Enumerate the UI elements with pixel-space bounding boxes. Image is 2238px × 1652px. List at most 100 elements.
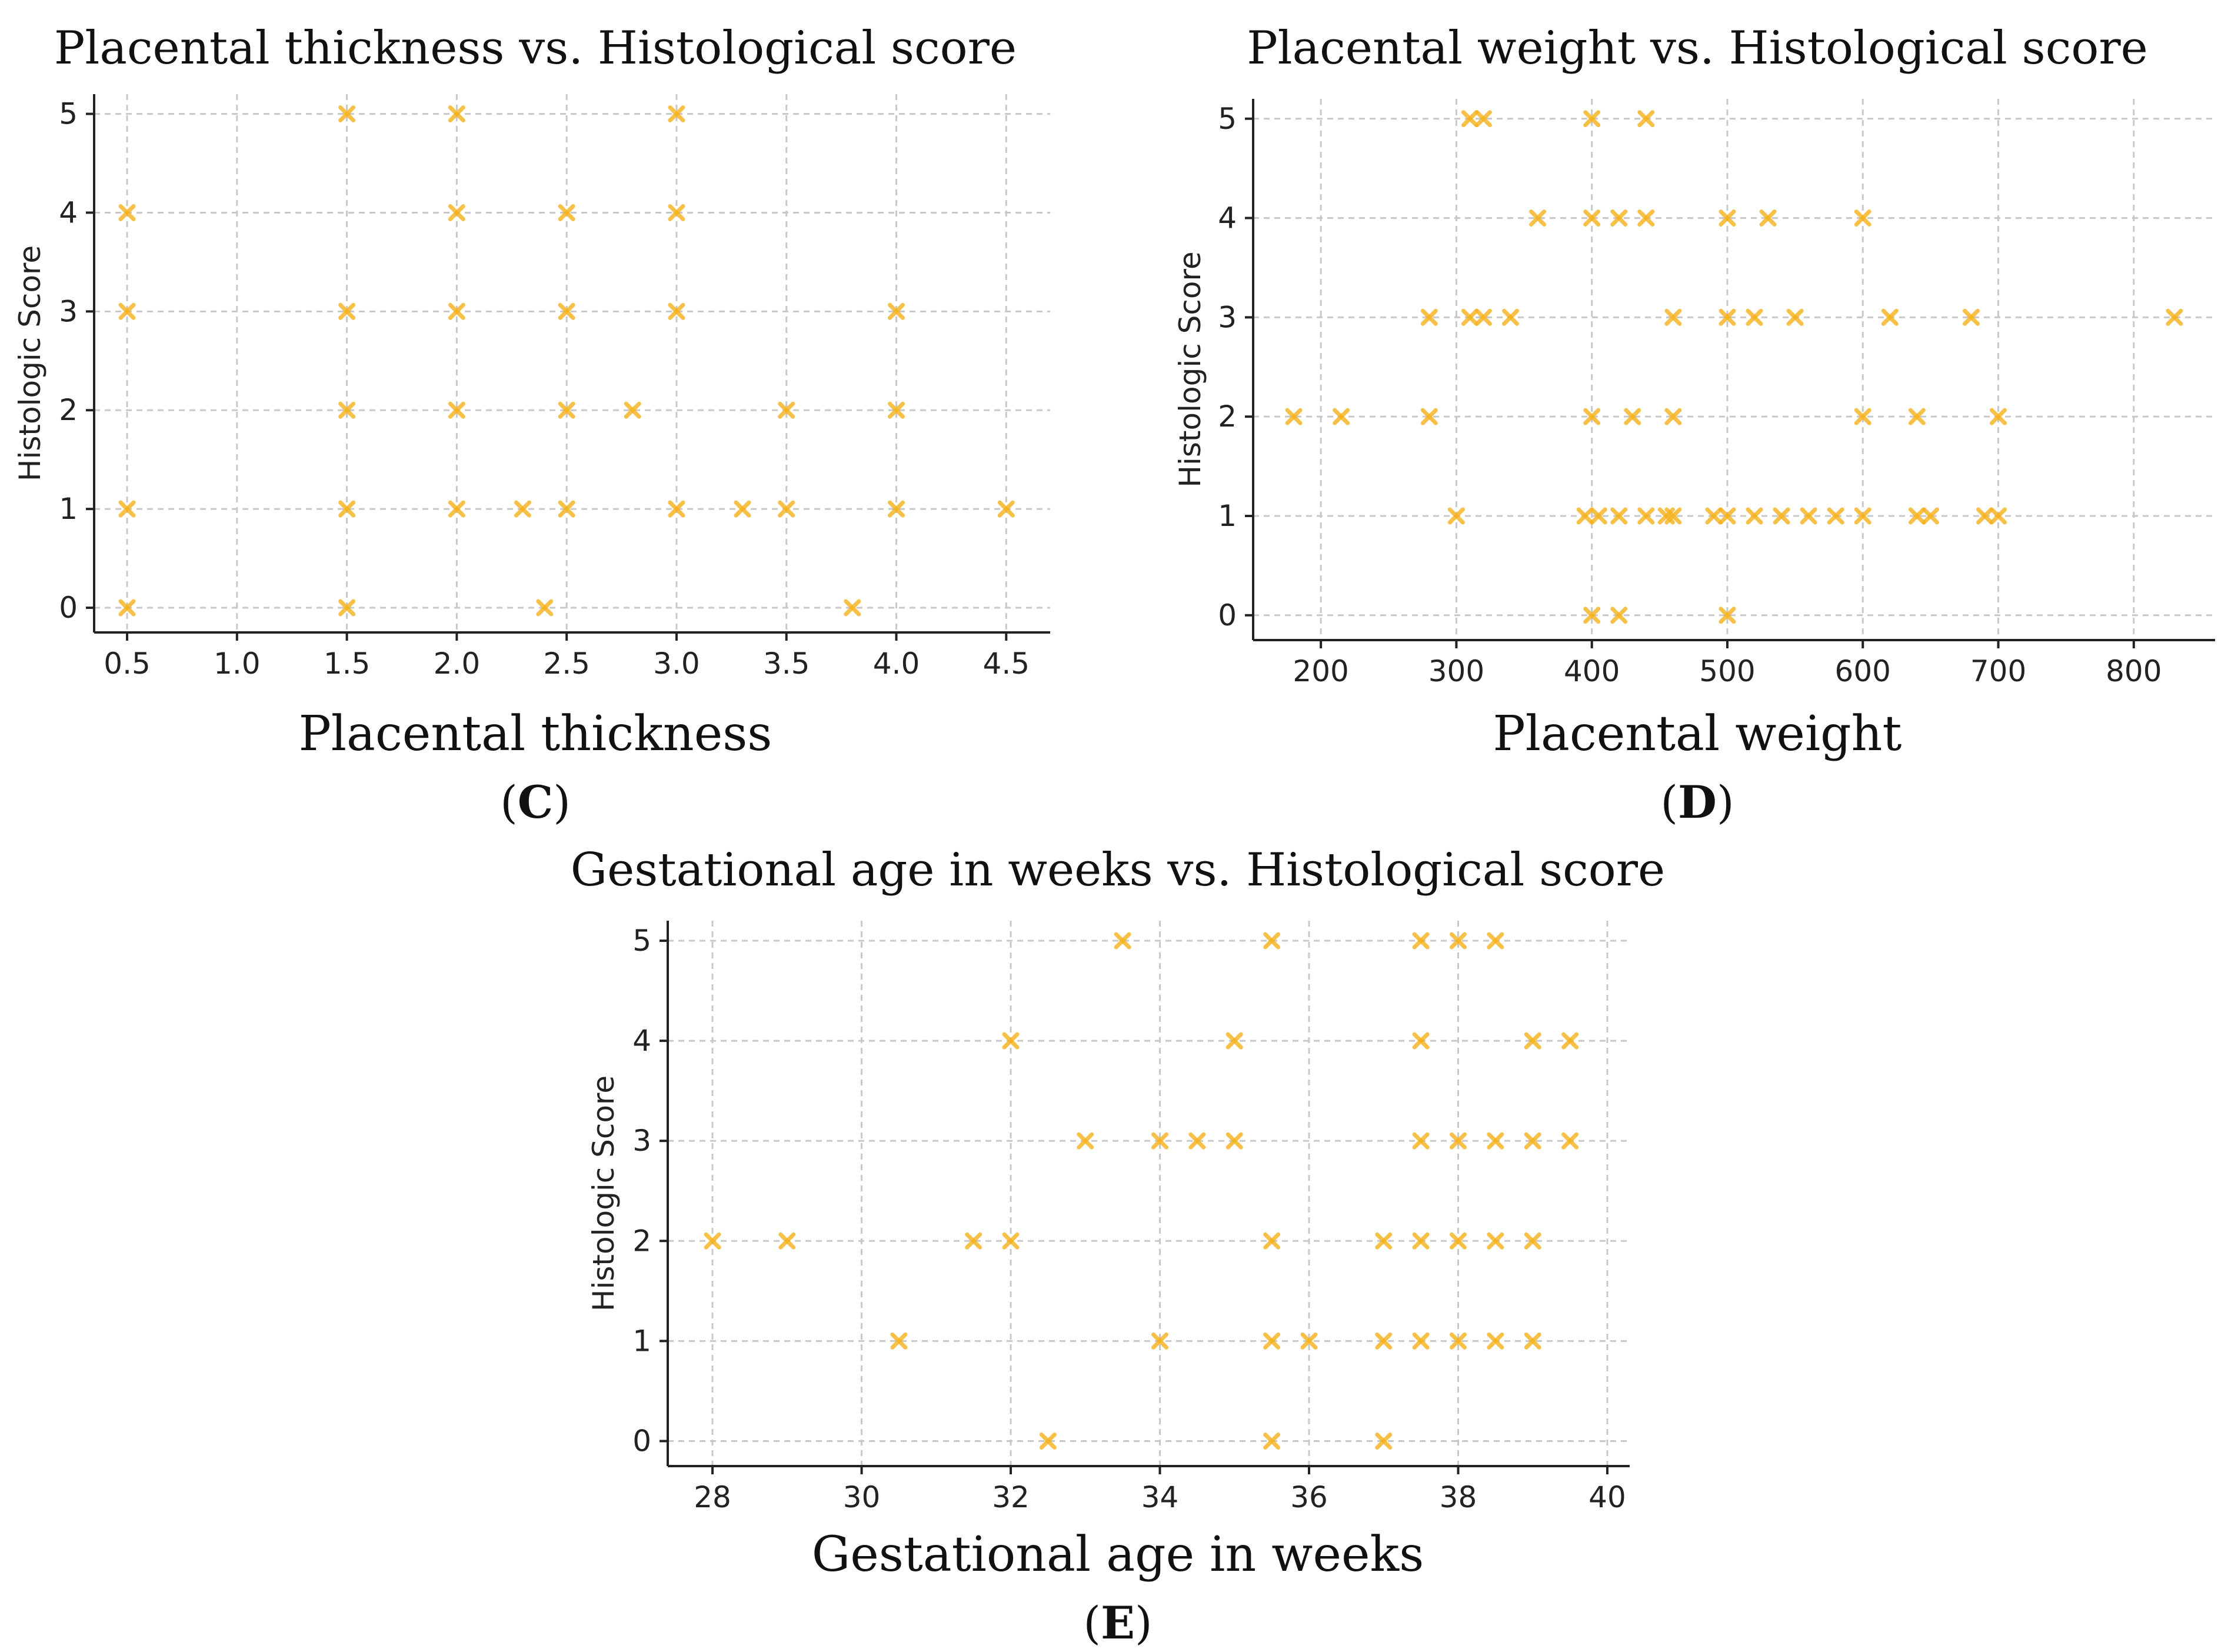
panel-d-data-point xyxy=(1746,507,1763,525)
panel-c-data-point xyxy=(778,401,795,419)
marker-stroke xyxy=(1461,110,1478,128)
panel-d-data-point xyxy=(1800,507,1817,525)
panel-d-data-point xyxy=(1610,507,1628,525)
panel-c-x-tick-label: 2.5 xyxy=(543,647,590,681)
panel-e-data-point xyxy=(1412,932,1430,950)
panel-d-data-point xyxy=(1624,408,1641,425)
panel-e-y-tick-label: 0 xyxy=(632,1424,651,1458)
marker-stroke xyxy=(1746,308,1763,326)
panel-e-data-point xyxy=(1225,1132,1243,1150)
marker-stroke xyxy=(778,1232,796,1250)
marker-stroke xyxy=(1719,507,1736,525)
panel-e-data-point xyxy=(1225,1032,1243,1050)
panel-e-title: Gestational age in weeks vs. Histologica… xyxy=(571,844,1665,897)
marker-stroke xyxy=(1474,110,1492,128)
panel-d-data-point xyxy=(1474,110,1492,128)
panel-d-x-tick-label: 200 xyxy=(1293,654,1348,688)
marker-stroke xyxy=(1412,1032,1430,1050)
panel-d-data-point xyxy=(1705,507,1723,525)
marker-stroke xyxy=(1487,932,1504,950)
panel-d-data-point xyxy=(1610,209,1628,227)
panel-e-data-point xyxy=(1002,1032,1020,1050)
panel-d-data-point xyxy=(1664,507,1682,525)
panel-c-data-point xyxy=(997,500,1015,518)
marker-stroke xyxy=(1524,1232,1541,1250)
marker-stroke xyxy=(1502,308,1520,326)
marker-stroke xyxy=(558,204,575,221)
panel-e-data-point xyxy=(1524,1332,1541,1350)
panel-c-x-tick-label: 3.5 xyxy=(763,647,810,681)
panel-e-data-point xyxy=(1487,1132,1504,1150)
marker-stroke xyxy=(1800,507,1817,525)
panel-c-data-point xyxy=(448,105,465,123)
panel-e-x-tick-label: 38 xyxy=(1440,1480,1477,1514)
marker-stroke xyxy=(1524,1032,1541,1050)
panel-d-x-axis-label: Placental weight xyxy=(1493,706,1902,762)
panel-d-x-tick-label: 500 xyxy=(1699,654,1755,688)
panel-e-data-point xyxy=(1375,1232,1393,1250)
panel-e-data-point xyxy=(1449,1332,1467,1350)
panel-d-data-point xyxy=(1786,308,1804,326)
panel-e-y-tick-label: 4 xyxy=(632,1024,651,1058)
panel-e-data-point xyxy=(1039,1432,1057,1450)
marker-stroke xyxy=(1474,308,1492,326)
panel-c-data-point xyxy=(734,500,751,518)
marker-stroke xyxy=(1188,1132,1206,1150)
panel-d-placental-weight: Placental weight vs. Histological score … xyxy=(1173,22,2215,828)
panel-e-data-point xyxy=(1524,1132,1541,1150)
panel-c-y-axis-label: Histologic Score xyxy=(13,245,47,481)
panel-c-data-point xyxy=(668,105,685,123)
panel-d-data-point xyxy=(1461,110,1478,128)
marker-stroke xyxy=(1039,1432,1057,1450)
marker-stroke xyxy=(1583,110,1601,128)
panel-e-data-point xyxy=(1188,1132,1206,1150)
marker-stroke xyxy=(704,1232,721,1250)
panel-e-data-point xyxy=(1449,932,1467,950)
marker-stroke xyxy=(1881,308,1899,326)
marker-stroke xyxy=(668,204,685,221)
marker-stroke xyxy=(778,500,795,518)
panel-d-data-point xyxy=(1962,308,1980,326)
marker-stroke xyxy=(1908,507,1926,525)
panel-d-y-tick-label: 0 xyxy=(1218,598,1237,632)
panel-c-data-point xyxy=(558,500,575,518)
marker-stroke xyxy=(1976,507,1994,525)
panel-c-data-point xyxy=(668,302,685,320)
marker-stroke xyxy=(1583,607,1601,624)
panel-e-y-tick-label: 2 xyxy=(632,1224,651,1258)
panel-e-data-point xyxy=(965,1232,983,1250)
marker-stroke xyxy=(118,302,136,320)
marker-stroke xyxy=(1664,408,1682,425)
panel-c-data-point xyxy=(888,500,905,518)
panel-d-data-point xyxy=(1719,607,1736,624)
panel-d-data-point xyxy=(1583,607,1601,624)
marker-stroke xyxy=(1719,607,1736,624)
panel-d-data-point xyxy=(1637,110,1655,128)
panel-c-data-point xyxy=(118,302,136,320)
panel-c-x-tick-label: 0.5 xyxy=(104,647,151,681)
panel-d-letter-label: (D) xyxy=(1660,776,1734,828)
marker-stroke xyxy=(965,1232,983,1250)
marker-stroke xyxy=(1921,507,1939,525)
marker-stroke xyxy=(1412,1132,1430,1150)
panel-e-x-tick-label: 36 xyxy=(1290,1480,1328,1514)
panel-e-data-point xyxy=(890,1332,908,1350)
panel-e-data-point xyxy=(1524,1032,1541,1050)
marker-stroke xyxy=(888,302,905,320)
panel-e-data-point xyxy=(1300,1332,1318,1350)
panel-c-data-point xyxy=(338,599,356,617)
marker-stroke xyxy=(1759,209,1777,227)
panel-c-data-point xyxy=(118,204,136,221)
panel-d-data-point xyxy=(1854,408,1871,425)
panel-d-data-point xyxy=(1590,507,1607,525)
marker-stroke xyxy=(778,401,795,419)
panel-c-y-tick-label: 0 xyxy=(59,591,78,625)
panel-c-data-point xyxy=(558,204,575,221)
panel-d-data-point xyxy=(1990,507,2007,525)
panel-d-x-tick-label: 300 xyxy=(1428,654,1484,688)
marker-stroke xyxy=(1449,932,1467,950)
panel-d-data-point xyxy=(1461,308,1478,326)
panel-d-data-point xyxy=(1908,408,1926,425)
panel-d-data-point xyxy=(1583,408,1601,425)
panel-c-data-point xyxy=(668,500,685,518)
